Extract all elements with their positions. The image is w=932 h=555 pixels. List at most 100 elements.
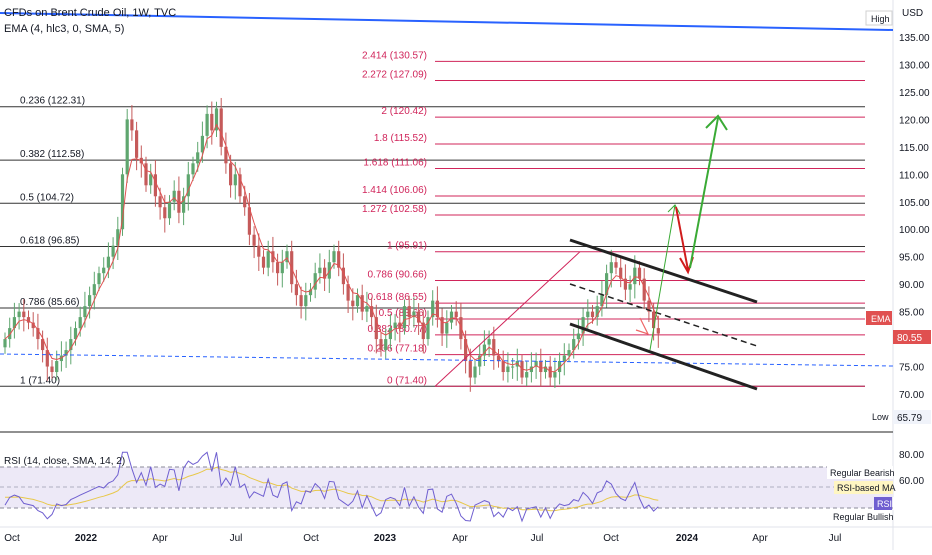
last-price-value: 80.55	[897, 333, 922, 344]
big-up-arrow-head	[705, 114, 728, 131]
candle-body	[647, 300, 651, 312]
chart-title: CFDs on Brent Crude Oil, 1W, TVC	[4, 7, 176, 19]
fib-anchor-line	[434, 251, 581, 387]
candle-body	[3, 339, 7, 348]
candle-body	[633, 267, 637, 285]
candle-body	[360, 295, 364, 312]
ema-badge-label: EMA	[871, 314, 891, 324]
candle-body	[210, 113, 214, 131]
candle-body	[233, 174, 237, 186]
candle-body	[92, 284, 96, 296]
candle-body	[130, 119, 134, 131]
rsi-tick-80: 80.00	[899, 450, 924, 461]
time-axis-label: 2024	[676, 533, 699, 544]
candle-body	[529, 366, 533, 373]
channel-middle-line	[569, 283, 758, 347]
candle-body	[102, 267, 106, 274]
candle-body	[492, 339, 496, 356]
candle-body	[97, 273, 101, 285]
candle-body	[177, 190, 181, 213]
candle-body	[393, 322, 397, 329]
candle-body	[576, 333, 580, 340]
candle-body	[26, 317, 31, 323]
candle-body	[219, 108, 223, 147]
price-axis-tick: 115.00	[899, 143, 929, 154]
candle-body	[69, 339, 73, 351]
fib-right-level-label: 0.5 (83.66)	[379, 308, 427, 319]
candle-body	[370, 306, 374, 318]
candle-body	[50, 366, 54, 373]
candle-body	[299, 295, 303, 307]
fib-right-level-label: 0 (71.40)	[387, 375, 427, 386]
candle-body	[586, 311, 590, 318]
fib-right-level-label: 1.272 (102.58)	[362, 204, 427, 215]
price-axis-tick: 85.00	[899, 308, 924, 319]
fib-left-level-label: 0.382 (112.58)	[20, 149, 84, 160]
candle-body	[440, 317, 444, 334]
candle-body	[31, 322, 35, 329]
small-up-arrow-shaft	[649, 204, 676, 351]
fib-left-level-label: 1 (71.40)	[20, 375, 60, 386]
candle-body	[426, 317, 430, 340]
time-axis-label: Jul	[531, 533, 544, 544]
candle-body	[407, 306, 411, 318]
candle-body	[323, 267, 327, 279]
fib-right-level-label: 0.618 (86.55)	[368, 292, 428, 303]
candle-body	[144, 163, 148, 186]
time-axis-label: 2023	[374, 533, 397, 544]
candle-body	[525, 372, 529, 378]
candle-body	[619, 267, 623, 279]
candle-body	[539, 361, 543, 373]
candle-body	[365, 306, 369, 312]
candle-body	[464, 339, 468, 362]
candle-body	[642, 278, 646, 301]
fib-right-level-label: 2 (120.42)	[381, 106, 427, 117]
candle-body	[304, 295, 308, 307]
candle-body	[182, 196, 186, 213]
candle-body	[558, 361, 562, 373]
channel-lower-line	[569, 322, 758, 391]
fib-right-level-label: 1 (95.91)	[387, 241, 427, 252]
candle-body	[454, 311, 458, 318]
time-axis-label: Apr	[752, 533, 768, 544]
candle-body	[111, 245, 115, 257]
candle-body	[149, 174, 153, 186]
fib-right-level-label: 0.236 (77.18)	[368, 344, 428, 355]
candle-body	[45, 350, 49, 367]
candle-body	[12, 317, 16, 329]
regular-bearish-badge	[827, 466, 893, 479]
candle-body	[224, 146, 228, 164]
candle-body	[435, 300, 439, 318]
price-axis-tick: 75.00	[899, 363, 924, 374]
time-axis-label: Apr	[152, 533, 168, 544]
candle-body	[412, 311, 416, 318]
candle-body	[205, 113, 209, 136]
candle-body	[600, 295, 604, 307]
fib-right-level-label: 1.618 (111.06)	[363, 157, 427, 168]
candle-body	[106, 256, 110, 268]
price-axis-tick: 90.00	[899, 280, 924, 291]
candle-body	[120, 174, 125, 230]
candle-body	[17, 311, 21, 318]
candle-body	[78, 317, 82, 329]
candle-body	[41, 339, 45, 351]
price-axis-tick: 70.00	[899, 390, 924, 401]
candle-body	[572, 339, 576, 351]
price-axis-tick: 110.00	[899, 170, 929, 181]
fib-right-level-label: 1.8 (115.52)	[374, 133, 427, 144]
candle-body	[271, 251, 275, 263]
rsi-ma-line	[5, 466, 659, 512]
small-up-arrow-head	[667, 204, 681, 215]
candle-body	[327, 262, 331, 279]
candle-body	[402, 306, 407, 329]
currency-label: USD	[902, 8, 923, 19]
candle-body	[562, 355, 566, 362]
candle-body	[487, 339, 491, 345]
candle-body	[473, 366, 477, 378]
candle-body	[595, 306, 599, 318]
time-axis-label: Oct	[603, 533, 619, 544]
candle-body	[252, 234, 256, 246]
candle-body	[238, 174, 242, 197]
fib-right-level-label: 2.414 (130.57)	[362, 50, 427, 61]
